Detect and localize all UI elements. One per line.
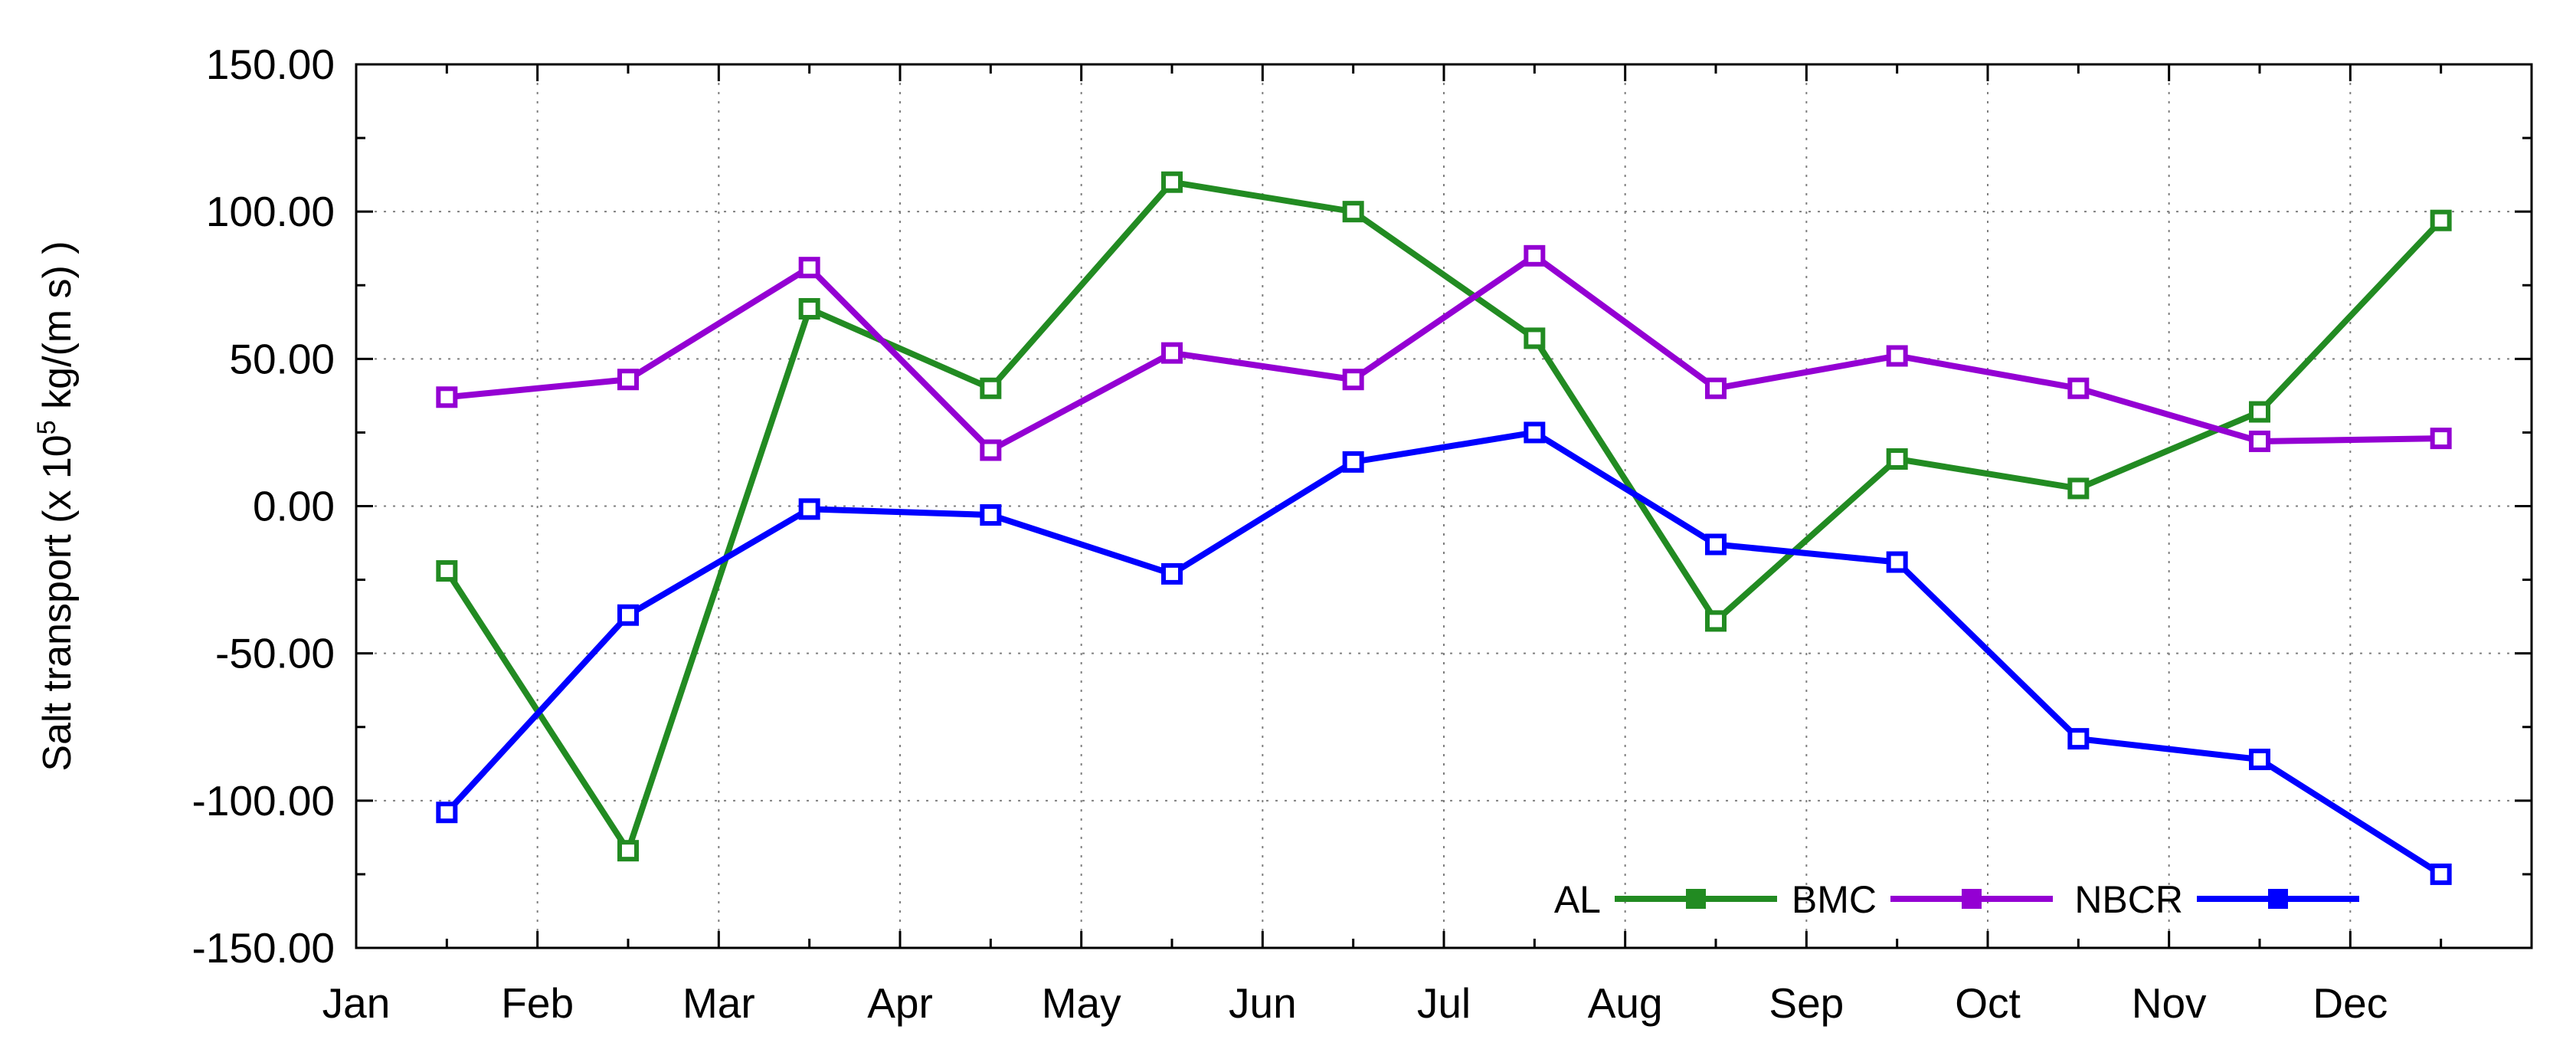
data-point-nbcr [2430,863,2452,885]
series-line-bmc [446,252,2441,454]
x-tick-label: Jun [1229,979,1297,1027]
x-tick-label: Aug [1588,979,1663,1027]
data-point-nbcr [1161,562,1183,585]
legend-label-bmc: BMC [1792,878,1877,921]
data-point-nbcr [798,498,820,520]
series-line-nbcr [444,429,2443,877]
data-point-bmc [798,257,820,279]
y-tick-label: 100.00 [206,188,335,235]
data-point-nbcr [1886,551,1908,573]
data-point-al [1342,201,1364,223]
legend-label-nbcr: NBCR [2074,878,2183,921]
data-point-al [980,377,1002,399]
data-point-bmc [617,369,639,391]
axis-ticks [355,63,2532,949]
y-axis-tick-labels: -150.00 -100.00 -50.00 0.00 50.00 100.00 150.0… [191,41,335,972]
x-axis-tick-labels: Jan Feb Mar Apr May Jun Jul Aug Sep Oct Nov Dec [322,979,2388,1027]
data-point-bmc [1886,345,1908,367]
data-point-nbcr [980,504,1002,526]
grid [356,64,2532,948]
x-tick-label: Nov [2132,979,2207,1027]
data-series [436,171,2452,885]
data-point-nbcr [1524,421,1546,444]
legend-marker-nbcr [2268,889,2288,909]
data-point-bmc [2430,428,2452,450]
data-point-al [1161,171,1183,193]
x-tick-label: May [1042,979,1121,1027]
x-tick-label: Sep [1769,979,1844,1027]
data-point-nbcr [2067,728,2090,750]
data-point-bmc [436,386,458,408]
data-point-al [1705,610,1727,632]
data-point-bmc [2067,377,2090,399]
y-axis-label: Salt transport (x 105 kg/(m s) ) [32,241,80,771]
x-tick-label: Jul [1417,979,1471,1027]
legend-label-al: AL [1554,878,1601,921]
x-tick-label: Mar [682,979,755,1027]
data-point-al [1524,327,1546,349]
series-line-al [444,179,2443,854]
data-point-nbcr [617,604,639,626]
data-point-al [798,297,820,320]
y-tick-label: 50.00 [229,335,335,382]
data-point-bmc [1524,244,1546,267]
x-tick-label: Jan [322,979,391,1027]
legend-marker-bmc [1962,889,1982,909]
data-point-bmc [1705,377,1727,399]
y-axis-label-exponent: 5 [32,420,61,434]
data-point-al [617,840,639,862]
data-point-nbcr [1342,451,1364,473]
y-tick-label: 150.00 [206,41,335,88]
y-axis-label-suffix: kg/(m s) ) [35,241,80,420]
data-point-bmc [1161,342,1183,364]
data-point-bmc [980,439,1002,461]
y-tick-label: -100.00 [191,777,335,825]
data-point-al [2430,209,2452,231]
data-point-al [2249,401,2270,423]
data-point-nbcr [1705,533,1727,556]
y-axis-label-prefix: Salt transport (x 10 [35,434,80,771]
x-tick-label: Feb [501,979,574,1027]
data-point-al [2067,477,2090,500]
y-tick-label: -50.00 [215,630,335,677]
data-point-nbcr [2249,749,2270,771]
x-tick-label: Oct [1955,979,2021,1027]
y-tick-label: -150.00 [191,924,335,972]
data-point-al [1886,448,1908,470]
data-point-bmc [2249,430,2270,452]
data-point-bmc [1342,369,1364,391]
y-tick-label: 0.00 [253,483,335,530]
x-tick-label: Apr [867,979,933,1027]
legend: AL BMC NBCR [1554,878,2359,921]
data-point-al [436,560,458,582]
data-point-nbcr [436,802,458,824]
legend-marker-al [1686,889,1706,909]
x-tick-label: Dec [2313,979,2388,1027]
